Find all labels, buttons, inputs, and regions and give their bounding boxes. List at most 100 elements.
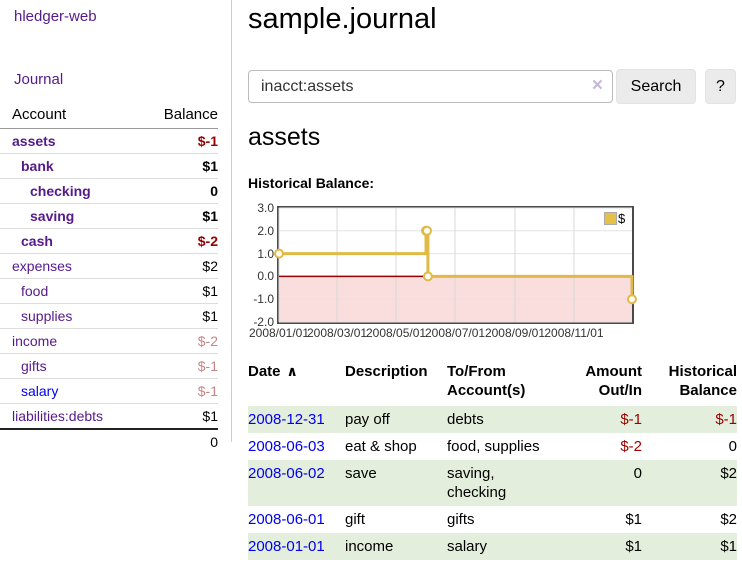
transaction-date-link[interactable]: 2008-06-01 xyxy=(248,511,325,528)
register-amount-cell: $1 xyxy=(625,538,642,555)
account-balance: $-2 xyxy=(142,228,218,254)
accounts-total-spacer xyxy=(0,428,143,454)
account-row: liabilities:debts $1 xyxy=(0,403,218,429)
account-cell: saving xyxy=(0,203,143,229)
y-axis-tick-label: 1.0 xyxy=(257,246,274,261)
account-cell: food xyxy=(0,278,143,304)
account-link-bank[interactable]: bank xyxy=(21,158,54,174)
account-link-saving[interactable]: saving xyxy=(30,208,75,224)
register-header-date-label: Date xyxy=(248,363,281,380)
account-row: income $-2 xyxy=(0,328,218,354)
x-axis-tick-label: 2008/09/01 xyxy=(484,326,545,340)
x-axis-tick-label: 2008/05/01 xyxy=(365,326,427,340)
account-link-checking[interactable]: checking xyxy=(30,183,91,199)
help-button[interactable]: ? xyxy=(705,69,736,104)
account-balance: $1 xyxy=(142,153,218,179)
page-title: sample.journal xyxy=(248,3,437,35)
account-cell: cash xyxy=(0,228,143,254)
chart-heading: Historical Balance: xyxy=(248,175,375,191)
account-link-gifts[interactable]: gifts xyxy=(21,358,47,374)
y-axis-tick-label: 0.0 xyxy=(257,269,274,284)
account-link-liabilities-debts[interactable]: liabilities:debts xyxy=(12,408,104,424)
account-balance: $1 xyxy=(142,303,218,329)
register-accounts-cell: gifts xyxy=(447,511,475,528)
account-row: bank $1 xyxy=(0,153,218,179)
account-row: supplies $1 xyxy=(0,303,218,329)
clear-search-icon[interactable]: × xyxy=(591,75,603,96)
account-page-title: assets xyxy=(248,123,321,151)
account-row: saving $1 xyxy=(0,203,218,229)
register-balance-cell: 0 xyxy=(728,438,737,455)
account-balance: $-1 xyxy=(197,133,218,149)
register-header-description: Description xyxy=(345,363,428,380)
account-link-assets[interactable]: assets xyxy=(12,133,56,149)
register-accounts-cell: salary xyxy=(447,538,488,555)
sidebar: hledger-web Journal Account Balance asse… xyxy=(0,0,232,454)
account-cell: liabilities:debts xyxy=(0,403,143,429)
register-balance-cell: $2 xyxy=(720,465,737,482)
transaction-date-link[interactable]: 2008-06-03 xyxy=(248,438,325,455)
account-cell: assets xyxy=(0,129,143,154)
search-button[interactable]: Search xyxy=(616,69,696,104)
account-cell: checking xyxy=(0,178,143,204)
accounts-balance-table: Account Balance assets $-1 bank $1 checking 0… xyxy=(0,102,218,454)
account-cell: gifts xyxy=(0,353,143,379)
y-axis-tick-label: 3.0 xyxy=(257,201,274,215)
transaction-date-link[interactable]: 2008-06-02 xyxy=(248,465,325,482)
register-header-date[interactable]: Date ∧ xyxy=(248,358,345,406)
search-box: × xyxy=(248,70,613,103)
x-axis-tick-label: 2008/11/01 xyxy=(544,326,604,340)
account-link-supplies[interactable]: supplies xyxy=(21,308,73,324)
account-balance: $1 xyxy=(142,278,218,304)
register-date-cell: 2008-06-01 xyxy=(248,506,345,533)
account-link-income[interactable]: income xyxy=(12,333,58,349)
register-header-amount: Amount Out/In xyxy=(585,363,642,399)
register-amount-cell: $-1 xyxy=(620,411,642,428)
main-content: sample.journal × Search ? assets Histori… xyxy=(248,0,742,582)
account-link-expenses[interactable]: expenses xyxy=(12,258,72,274)
register-row: 2008-01-01 income salary $1 $1 xyxy=(248,533,737,560)
account-balance: $1 xyxy=(142,203,218,229)
account-balance: $2 xyxy=(142,253,218,279)
account-row: salary $-1 xyxy=(0,378,218,404)
register-description-cell: eat & shop xyxy=(345,438,417,455)
account-balance: $-1 xyxy=(142,353,218,379)
x-axis-tick-label: 2008/07/01 xyxy=(424,326,486,340)
register-date-cell: 2008-06-02 xyxy=(248,460,345,506)
register-row: 2008-06-01 gift gifts $1 $2 xyxy=(248,506,737,533)
sidebar-item-journal[interactable]: Journal xyxy=(14,71,64,88)
register-description-cell: gift xyxy=(345,511,366,528)
register-amount-cell: 0 xyxy=(633,465,642,482)
account-balance: 0 xyxy=(142,178,218,204)
account-balance: $1 xyxy=(142,403,218,429)
account-link-salary[interactable]: salary xyxy=(21,383,59,399)
x-axis-tick-label: 2008/01/01 xyxy=(248,326,310,340)
register-date-cell: 2008-01-01 xyxy=(248,533,345,560)
transaction-date-link[interactable]: 2008-01-01 xyxy=(248,538,325,555)
register-balance-cell: $1 xyxy=(720,538,737,555)
account-link-cash[interactable]: cash xyxy=(21,233,53,249)
historical-balance-chart: 3.0 2.0 1.0 0.0 -1.0 -2.0 2008/01/01 2008/03/0… xyxy=(248,194,718,346)
account-balance: $-1 xyxy=(142,378,218,404)
register-header-row: Date ∧ Description To/From Account(s) Amo… xyxy=(248,358,737,406)
register-header-balance: Historical Balance xyxy=(668,363,737,399)
search-input[interactable] xyxy=(248,70,613,103)
register-balance-cell: $2 xyxy=(720,511,737,528)
y-axis-tick-label: -1.0 xyxy=(253,292,274,307)
x-axis-tick-label: 2008/03/01 xyxy=(306,326,368,340)
account-row: expenses $2 xyxy=(0,253,218,279)
register-row: 2008-12-31 pay off debts $-1 $-1 xyxy=(248,406,737,433)
transaction-date-link[interactable]: 2008-12-31 xyxy=(248,411,325,428)
register-accounts-cell: saving, checking xyxy=(447,465,507,501)
sort-asc-icon: ∧ xyxy=(286,363,298,379)
register-date-cell: 2008-06-03 xyxy=(248,433,345,460)
app-title-link[interactable]: hledger-web xyxy=(14,8,97,25)
account-link-food[interactable]: food xyxy=(21,283,49,299)
account-row: assets $-1 xyxy=(0,129,218,154)
account-balance: $-2 xyxy=(142,328,218,354)
register-row: 2008-06-02 save saving, checking 0 $2 xyxy=(248,460,737,506)
y-axis-tick-label: -2.0 xyxy=(253,315,274,329)
register-amount-cell: $1 xyxy=(625,511,642,528)
account-cell: salary xyxy=(0,378,143,404)
chart-legend: $ xyxy=(604,211,625,226)
